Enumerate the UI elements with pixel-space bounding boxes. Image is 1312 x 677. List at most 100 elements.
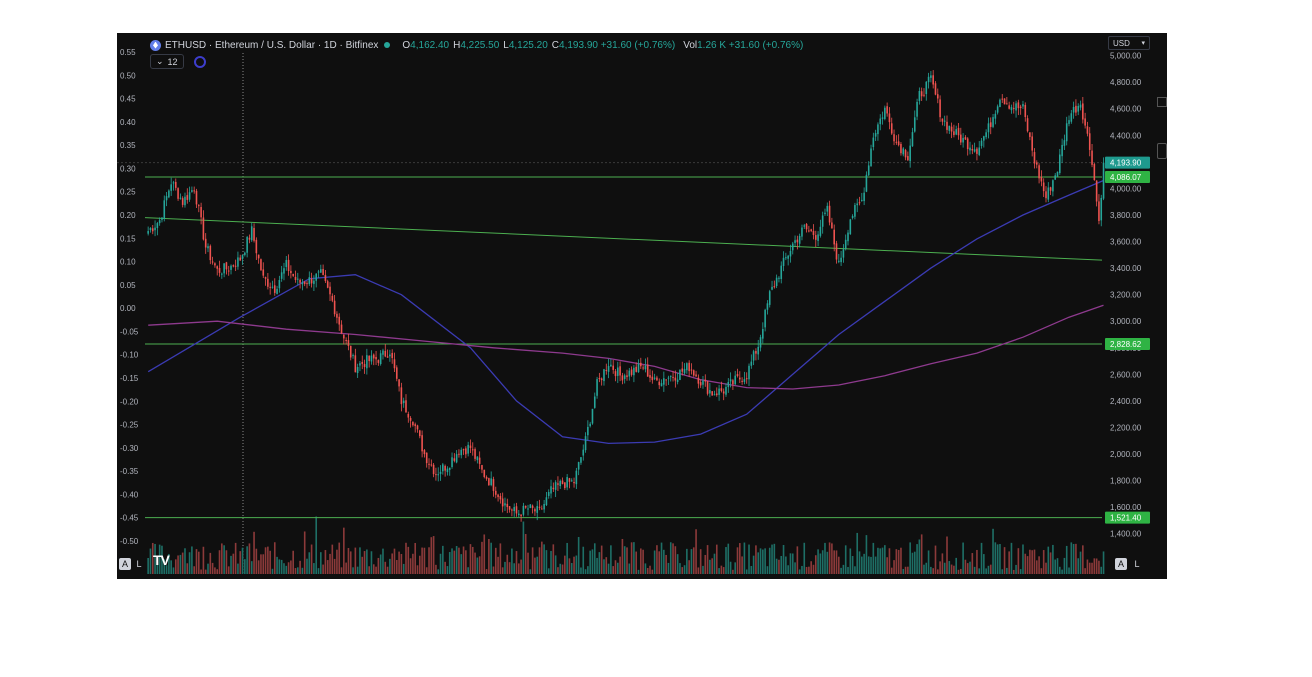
volume-bar bbox=[695, 529, 697, 574]
left-axis-tick-label: 0.10 bbox=[120, 258, 136, 267]
candle-body bbox=[446, 468, 449, 473]
candle-body bbox=[904, 150, 907, 158]
volume-bar bbox=[810, 561, 812, 574]
candle-body bbox=[831, 222, 833, 229]
volume-bar bbox=[437, 569, 440, 574]
candle-body bbox=[244, 252, 246, 255]
volume-bar bbox=[821, 550, 824, 574]
candle-body bbox=[782, 257, 785, 266]
volume-bar bbox=[757, 552, 760, 574]
volume-bar bbox=[522, 521, 525, 574]
volume-bar bbox=[214, 567, 216, 574]
candle-body bbox=[681, 368, 684, 372]
candle-body bbox=[1031, 136, 1033, 151]
candle-body bbox=[536, 506, 539, 513]
volume-bar bbox=[244, 559, 246, 574]
volume-bar bbox=[646, 568, 649, 574]
candle-body bbox=[460, 449, 463, 456]
scale-icon[interactable] bbox=[1157, 97, 1167, 107]
scale-handle-icon[interactable] bbox=[1157, 143, 1167, 159]
candle-body bbox=[1070, 113, 1073, 122]
volume-bar bbox=[359, 547, 361, 574]
auto-scale-button-left[interactable]: A bbox=[119, 558, 131, 570]
candle-body bbox=[379, 353, 382, 364]
candle-body bbox=[239, 257, 242, 261]
candle-body bbox=[626, 375, 628, 378]
volume-bar bbox=[559, 563, 562, 574]
candle-body bbox=[939, 99, 941, 118]
candle-body bbox=[522, 505, 525, 515]
candle-body bbox=[276, 288, 278, 294]
volume-bar bbox=[313, 563, 315, 574]
candle-body bbox=[651, 376, 654, 381]
volume-bar bbox=[727, 543, 730, 574]
volume-bar bbox=[232, 553, 235, 574]
candle-body bbox=[1019, 106, 1022, 109]
volume-bar bbox=[665, 554, 667, 574]
candle-body bbox=[674, 377, 677, 381]
candle-body bbox=[973, 149, 976, 152]
volume-bar bbox=[679, 563, 681, 574]
volume-bar bbox=[874, 556, 877, 574]
candle-body bbox=[329, 286, 331, 295]
candle-body bbox=[517, 513, 520, 516]
candle-body bbox=[425, 452, 428, 464]
candle-body bbox=[964, 137, 967, 140]
volume-bar bbox=[718, 568, 720, 574]
volume-bar bbox=[545, 550, 548, 574]
volume-bar bbox=[1059, 566, 1061, 574]
volume-bar bbox=[186, 563, 189, 574]
candle-body bbox=[554, 482, 557, 490]
candle-body bbox=[1068, 120, 1070, 124]
symbol-title[interactable]: ETHUSD · Ethereum / U.S. Dollar · 1D · B… bbox=[165, 39, 379, 51]
auto-scale-button[interactable]: A bbox=[1115, 558, 1127, 570]
volume-bar bbox=[1072, 543, 1075, 574]
volume-bar bbox=[907, 566, 909, 574]
volume-bar bbox=[225, 550, 228, 574]
volume-bar bbox=[1077, 558, 1080, 574]
candle-body bbox=[773, 286, 776, 288]
volume-bar bbox=[711, 558, 713, 574]
right-axis-tick-label: 5,000.00 bbox=[1110, 52, 1142, 61]
volume-bar bbox=[814, 555, 817, 574]
candle-body bbox=[527, 508, 529, 510]
candle-body bbox=[154, 227, 156, 231]
volume-bar bbox=[239, 551, 242, 574]
volume-bar bbox=[649, 565, 651, 574]
loading-icon bbox=[193, 55, 206, 68]
candle-body bbox=[593, 396, 596, 408]
candle-body bbox=[435, 474, 437, 476]
volume-bar bbox=[285, 565, 288, 574]
volume-bar bbox=[669, 542, 672, 574]
candle-body bbox=[739, 377, 741, 380]
volume-bar bbox=[547, 568, 550, 574]
volume-bar bbox=[557, 567, 559, 574]
candle-body bbox=[170, 184, 172, 191]
right-axis-tick-label: 3,800.00 bbox=[1110, 211, 1142, 220]
right-axis-tick-label: 4,800.00 bbox=[1110, 78, 1142, 87]
volume-bar bbox=[994, 542, 997, 574]
candle-body bbox=[177, 188, 179, 199]
chart-canvas[interactable]: 5,000.004,800.004,600.004,400.004,200.00… bbox=[117, 33, 1167, 579]
left-axis-tick-label: -0.25 bbox=[120, 421, 139, 430]
candle-body bbox=[368, 355, 370, 362]
log-scale-button[interactable]: L bbox=[1134, 559, 1140, 569]
price-chart[interactable]: 5,000.004,800.004,600.004,400.004,200.00… bbox=[117, 33, 1167, 579]
volume-bar bbox=[455, 546, 458, 574]
price-label-box bbox=[1105, 511, 1150, 524]
candle-body bbox=[437, 474, 440, 476]
candle-body bbox=[462, 449, 465, 451]
volume-bar bbox=[962, 542, 964, 574]
volume-bar bbox=[1026, 556, 1029, 574]
indicators-toggle-button[interactable]: ⌄ 12 bbox=[150, 54, 184, 69]
left-axis-tick-label: 0.05 bbox=[120, 281, 136, 290]
currency-select[interactable]: USD ▾ bbox=[1108, 36, 1150, 50]
candle-body bbox=[596, 379, 598, 396]
candle-body bbox=[366, 355, 368, 369]
candle-body bbox=[481, 465, 483, 470]
left-axis-tick-label: -0.30 bbox=[120, 444, 139, 453]
candle-body bbox=[359, 363, 361, 366]
volume-bar bbox=[269, 550, 271, 574]
log-scale-button-left[interactable]: L bbox=[136, 559, 142, 569]
volume-bar bbox=[803, 542, 806, 574]
